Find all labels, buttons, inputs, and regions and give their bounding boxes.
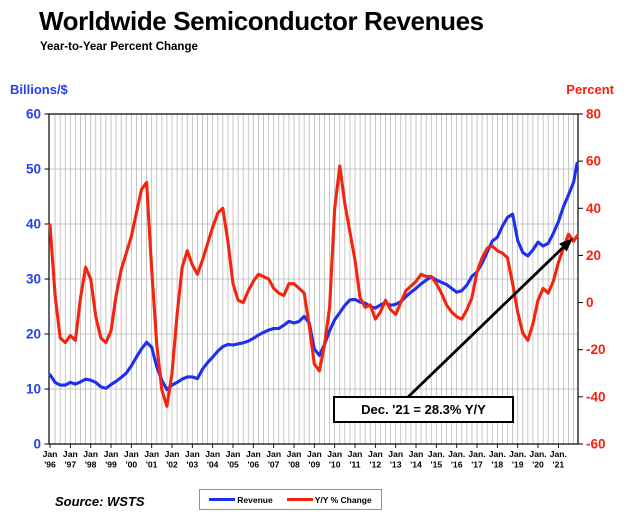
x-tick-label-month: Jan	[205, 449, 220, 459]
x-tick-label-month: Jan	[63, 449, 78, 459]
x-tick-label-month: Jan.	[428, 449, 445, 459]
x-tick-label-year: '11	[349, 460, 360, 470]
y-axis-right: 80 60 40 20 0 -20 -40 -60	[578, 107, 606, 452]
x-tick-label-year: '20	[532, 460, 544, 470]
gridlines	[49, 114, 578, 444]
chart-title: Worldwide Semiconductor Revenues	[39, 6, 484, 36]
x-tick-label-year: '17	[471, 460, 483, 470]
annotation-callout: Dec. '21 = 28.3% Y/Y	[333, 396, 514, 423]
y-right-tick-label: -40	[586, 389, 606, 404]
x-tick-label-year: '05	[227, 460, 239, 470]
x-tick-label-year: '16	[451, 460, 463, 470]
legend-swatch-revenue	[209, 498, 236, 501]
x-tick-label-year: '14	[410, 460, 422, 470]
y-right-tick-label: -60	[586, 437, 606, 452]
x-tick-label-year: '97	[65, 460, 77, 470]
x-tick-label-month: Jan.	[529, 449, 546, 459]
x-tick-label-month: Jan	[287, 449, 302, 459]
x-tick-label-year: '21	[553, 460, 565, 470]
revenue-line	[48, 161, 579, 392]
x-tick-label-year: '00	[126, 460, 138, 470]
x-tick-label-month: Jan	[124, 449, 139, 459]
annotation-arrow	[406, 237, 573, 400]
x-tick-label-year: '10	[329, 460, 341, 470]
x-tick-label-month: Jan	[165, 449, 180, 459]
y-left-tick-label: 20	[26, 327, 41, 342]
x-tick-label-month: Jan	[348, 449, 363, 459]
x-tick-label-year: '15	[431, 460, 443, 470]
x-tick-label-year: '01	[146, 460, 158, 470]
yoy-change-line	[48, 164, 579, 408]
y-left-tick-label: 60	[26, 107, 41, 122]
legend: Revenue Y/Y % Change	[199, 489, 382, 510]
y-left-tick-label: 40	[26, 217, 41, 232]
x-tick-label-year: '09	[309, 460, 321, 470]
x-tick-label-month: Jan.	[550, 449, 567, 459]
x-tick-label-month: Jan	[83, 449, 98, 459]
legend-label-yoy: Y/Y % Change	[314, 494, 372, 505]
y-right-tick-label: -20	[586, 342, 606, 357]
x-tick-label-year: '18	[492, 460, 504, 470]
x-tick-label-year: '98	[85, 460, 97, 470]
x-tick-label-year: '08	[288, 460, 300, 470]
x-tick-label-month: Jan	[368, 449, 383, 459]
x-tick-label-month: Jan	[226, 449, 241, 459]
legend-label-revenue: Revenue	[237, 494, 273, 505]
x-tick-label-year: '07	[268, 460, 280, 470]
x-tick-label-month: Jan.	[509, 449, 526, 459]
left-axis-title: Billions/$	[10, 82, 68, 97]
x-tick-label-month: Jan.	[468, 449, 485, 459]
x-tick-label-month: Jan	[409, 449, 424, 459]
x-tick-label-month: Jan	[104, 449, 119, 459]
x-tick-label-month: Jan	[266, 449, 281, 459]
x-axis: Jan'96Jan'97Jan'98Jan'99Jan'00Jan'01Jan'…	[43, 444, 567, 470]
x-tick-label-year: '96	[44, 460, 56, 470]
y-right-tick-label: 20	[586, 248, 601, 263]
x-tick-label-month: Jan.	[489, 449, 506, 459]
x-tick-label-year: '04	[207, 460, 219, 470]
y-right-tick-label: 80	[586, 107, 601, 122]
x-tick-label-year: '13	[390, 460, 402, 470]
source-credit: Source: WSTS	[55, 494, 145, 509]
y-right-tick-label: 60	[586, 154, 601, 169]
legend-swatch-yoy	[286, 498, 313, 501]
x-tick-label-month: Jan	[327, 449, 342, 459]
x-tick-label-month: Jan	[185, 449, 200, 459]
x-tick-label-year: '03	[187, 460, 199, 470]
y-right-tick-label: 40	[586, 201, 601, 216]
y-left-tick-label: 50	[26, 162, 41, 177]
x-tick-label-year: '99	[105, 460, 117, 470]
x-tick-label-year: '19	[512, 460, 524, 470]
y-axis-left: 0 10 20 30 40 50 60	[26, 107, 49, 452]
y-left-tick-label: 0	[33, 437, 41, 452]
chart-subtitle: Year-to-Year Percent Change	[40, 41, 198, 53]
x-tick-label-year: '12	[370, 460, 382, 470]
y-left-tick-label: 30	[26, 272, 41, 287]
x-tick-label-month: Jan	[43, 449, 58, 459]
x-tick-label-year: '02	[166, 460, 178, 470]
right-axis-title: Percent	[566, 82, 614, 97]
x-tick-label-month: Jan	[307, 449, 322, 459]
x-tick-label-month: Jan	[388, 449, 403, 459]
x-tick-label-month: Jan	[144, 449, 159, 459]
x-tick-label-month: Jan	[246, 449, 261, 459]
y-right-tick-label: 0	[586, 295, 594, 310]
x-tick-label-month: Jan.	[448, 449, 465, 459]
x-tick-label-year: '06	[248, 460, 260, 470]
y-left-tick-label: 10	[26, 382, 41, 397]
